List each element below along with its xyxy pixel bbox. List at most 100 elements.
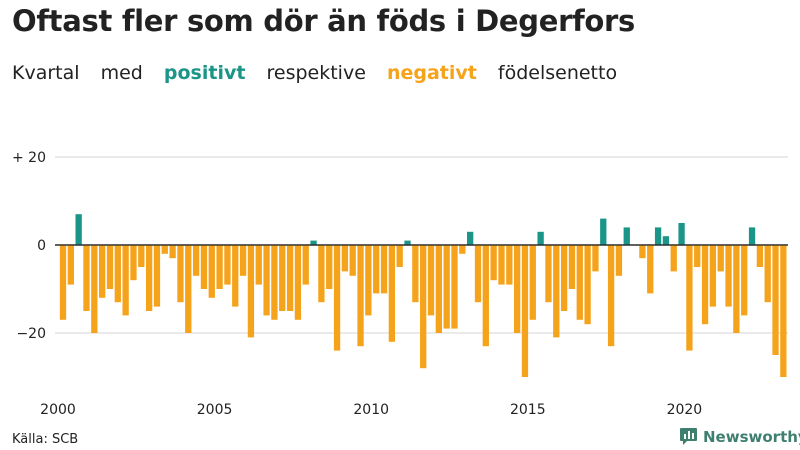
x-tick-label: 2015 <box>510 402 546 418</box>
bar-2020-q2 <box>694 245 701 267</box>
bar-2001-q3 <box>106 245 114 289</box>
bar-2014-q2 <box>506 245 513 285</box>
bar-2002-q1 <box>122 245 129 316</box>
bar-2000-q1 <box>59 245 67 320</box>
x-tick-label: 2000 <box>40 402 76 418</box>
bar-2019-q4 <box>678 223 685 245</box>
bar-2015-q2 <box>537 231 544 245</box>
chart-title: Oftast fler som dör än föds i Degerfors <box>12 4 636 38</box>
bar-2015-q1 <box>529 245 536 320</box>
bar-2013-q2 <box>474 245 482 303</box>
subtitle-word-fodelsenetto: födelsenetto <box>497 62 618 84</box>
bar-2012-q4 <box>459 245 466 254</box>
bar-2012-q1 <box>435 245 442 333</box>
bar-2004-q1 <box>185 245 192 333</box>
bar-2018-q3 <box>639 245 646 259</box>
bar-2001-q4 <box>114 245 121 303</box>
bar-2021-q4 <box>741 245 748 316</box>
legend-positive: positivt <box>163 62 246 84</box>
bar-2015-q3 <box>545 245 552 303</box>
bar-2019-q2 <box>662 236 670 245</box>
bar-2022-q3 <box>764 245 771 303</box>
bar-2004-q3 <box>200 245 208 289</box>
bar-2006-q2 <box>255 245 262 285</box>
bar-2011-q3 <box>420 245 427 369</box>
bar-2021-q2 <box>725 245 732 307</box>
bar-2022-q2 <box>756 245 764 267</box>
bar-2009-q3 <box>357 245 364 347</box>
bar-2000-q4 <box>83 245 90 311</box>
y-tick-label: −20 <box>16 326 46 342</box>
bar-2014-q1 <box>498 245 505 285</box>
x-tick-label: 2020 <box>667 402 703 418</box>
source-note: Källa: SCB <box>12 432 79 447</box>
bar-2021-q1 <box>717 245 724 272</box>
bar-2016-q3 <box>576 245 583 320</box>
bar-2021-q3 <box>733 245 740 333</box>
chart-subtitle: Kvartal med positivt respektive negativt… <box>12 62 632 84</box>
legend-negative: negativt <box>386 62 477 84</box>
bar-2002-q4 <box>145 245 153 311</box>
x-tick-label: 2005 <box>197 402 233 418</box>
bar-2002-q3 <box>138 245 145 267</box>
bar-2005-q1 <box>216 245 223 289</box>
bar-2022-q4 <box>772 245 779 355</box>
y-tick-label: + 20 <box>12 150 46 166</box>
bar-2006-q3 <box>263 245 270 316</box>
bar-2000-q2 <box>67 245 74 285</box>
newsworthy-logo-icon <box>680 428 697 445</box>
bar-2008-q1 <box>310 240 317 245</box>
bar-2009-q2 <box>349 245 356 276</box>
bar-2007-q4 <box>302 245 309 285</box>
bar-2020-q1 <box>686 245 693 351</box>
bar-2017-q1 <box>592 245 599 272</box>
bar-2012-q3 <box>451 245 458 329</box>
bar-2011-q2 <box>412 245 419 303</box>
bar-2017-q2 <box>600 218 607 245</box>
bar-2023-q1 <box>780 245 787 377</box>
bar-2014-q3 <box>513 245 521 333</box>
y-tick-label: 0 <box>37 238 46 254</box>
bar-2001-q1 <box>91 245 98 333</box>
bar-2010-q1 <box>373 245 380 294</box>
bar-2017-q3 <box>607 245 615 347</box>
bar-2018-q1 <box>623 227 630 245</box>
bar-2014-q4 <box>521 245 529 377</box>
bar-2013-q3 <box>482 245 489 347</box>
subtitle-word-respektive: respektive <box>266 62 366 84</box>
bar-2011-q1 <box>404 240 411 245</box>
bar-2007-q3 <box>294 245 302 320</box>
bar-2006-q4 <box>271 245 278 320</box>
bar-2009-q4 <box>365 245 372 316</box>
bar-2008-q4 <box>333 245 341 351</box>
bar-2005-q2 <box>224 245 231 285</box>
bar-2008-q2 <box>318 245 325 303</box>
bar-2016-q2 <box>568 245 576 289</box>
subtitle-word-kvartal: Kvartal <box>12 62 80 84</box>
bar-2005-q3 <box>232 245 239 307</box>
bar-2010-q2 <box>380 245 388 294</box>
bar-2020-q3 <box>701 245 709 325</box>
bar-2013-q1 <box>467 231 474 245</box>
bar-2015-q4 <box>553 245 560 338</box>
bar-2019-q1 <box>654 227 662 245</box>
bar-2011-q4 <box>427 245 435 316</box>
bar-2003-q4 <box>177 245 184 303</box>
bar-2010-q4 <box>396 245 403 267</box>
bar-2003-q2 <box>161 245 168 254</box>
bar-2018-q4 <box>647 245 654 294</box>
bar-2001-q2 <box>99 245 106 298</box>
bar-2010-q3 <box>388 245 396 342</box>
subtitle-word-med: med <box>100 62 143 84</box>
brand-logo: Newsworthy <box>679 427 800 446</box>
bar-2007-q1 <box>279 245 286 311</box>
bar-2003-q1 <box>153 245 161 307</box>
bar-2022-q1 <box>748 227 756 245</box>
bar-2000-q3 <box>75 214 82 245</box>
bar-2002-q2 <box>130 245 137 281</box>
bar-2016-q4 <box>584 245 591 325</box>
bar-2019-q3 <box>670 245 677 272</box>
bar-2013-q4 <box>490 245 497 281</box>
bar-2020-q4 <box>709 245 717 307</box>
